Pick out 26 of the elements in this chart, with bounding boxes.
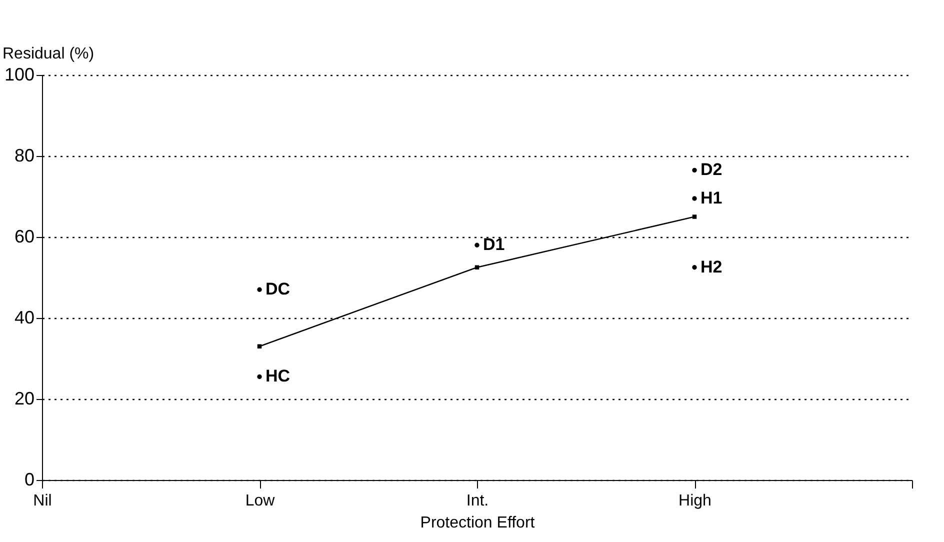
point xyxy=(257,374,262,380)
point xyxy=(692,214,697,219)
x-tick-label: Int. xyxy=(466,492,489,510)
series-label: HC xyxy=(266,366,290,386)
x-axis-title: Protection Effort xyxy=(420,514,536,532)
point xyxy=(474,242,480,248)
point xyxy=(692,168,697,173)
point xyxy=(692,196,697,201)
series-label: D2 xyxy=(700,160,722,180)
y-axis-title: Residual (%) xyxy=(2,46,94,62)
point xyxy=(257,287,262,292)
point xyxy=(692,265,697,270)
y-tick-label: 20 xyxy=(14,388,34,408)
series-label: D1 xyxy=(483,235,505,254)
point xyxy=(257,344,262,348)
y-tick-label: 60 xyxy=(14,226,34,246)
x-tick-label: Nil xyxy=(33,492,52,510)
x-tick-label: Low xyxy=(245,492,276,510)
y-tick-label: 100 xyxy=(4,64,34,84)
series-label: DC xyxy=(266,280,290,299)
y-tick-label: 80 xyxy=(14,146,34,166)
x-tick-label: High xyxy=(678,492,712,510)
series-label: H2 xyxy=(700,257,722,276)
y-tick-label: 0 xyxy=(24,470,34,490)
y-tick-label: 40 xyxy=(14,308,34,328)
series-label: H1 xyxy=(700,188,722,208)
